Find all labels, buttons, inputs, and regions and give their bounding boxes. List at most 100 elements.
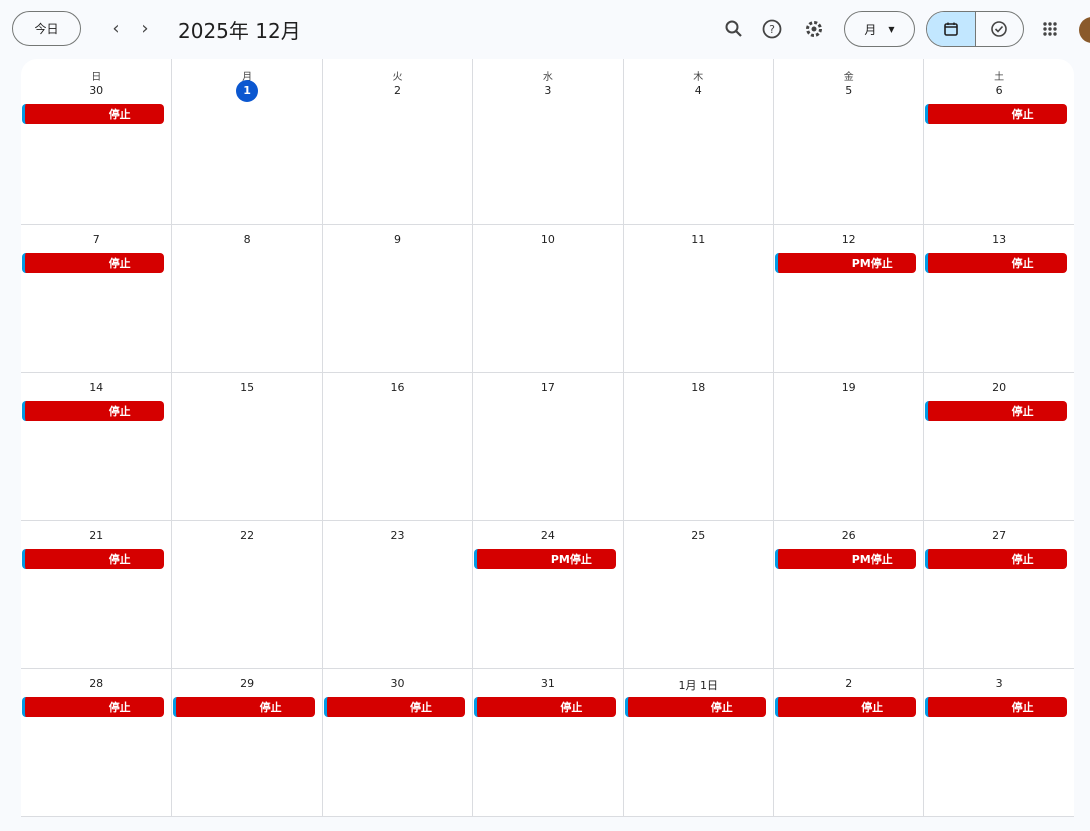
event-chip[interactable]: 停止 (925, 253, 1067, 273)
date-number[interactable]: 27 (924, 529, 1073, 542)
day-cell[interactable]: 8 (171, 225, 321, 372)
day-cell[interactable]: 24 PM停止 (472, 521, 622, 668)
tasks-icon[interactable] (976, 12, 1024, 46)
day-cell[interactable]: 10 (472, 225, 622, 372)
date-number[interactable]: 1月 1日 (624, 677, 773, 693)
day-cell[interactable]: 25 (622, 521, 773, 668)
day-cell[interactable]: 13 停止 (923, 225, 1073, 372)
event-chip[interactable]: PM停止 (474, 549, 616, 569)
day-cell[interactable]: 29 停止 (171, 669, 321, 816)
date-number[interactable]: 15 (172, 381, 321, 394)
date-number[interactable]: 2 (323, 84, 472, 97)
date-number[interactable]: 28 (21, 677, 171, 690)
date-number[interactable]: 10 (473, 233, 622, 246)
date-number[interactable]: 18 (624, 381, 773, 394)
date-number[interactable]: 26 (774, 529, 923, 542)
date-number[interactable]: 6 (924, 84, 1073, 97)
day-cell[interactable]: 22 (171, 521, 321, 668)
day-cell[interactable]: 11 (622, 225, 773, 372)
date-number[interactable]: 7 (21, 233, 171, 246)
search-icon[interactable] (722, 17, 746, 41)
avatar[interactable] (1079, 17, 1090, 43)
date-number[interactable]: 22 (172, 529, 321, 542)
day-cell[interactable]: 27 停止 (923, 521, 1073, 668)
event-chip[interactable]: 停止 (925, 697, 1067, 717)
date-number[interactable]: 29 (172, 677, 321, 690)
day-cell[interactable]: 7 停止 (21, 225, 171, 372)
day-cell[interactable]: 18 (622, 373, 773, 520)
day-cell[interactable]: 16 (321, 373, 472, 520)
day-cell[interactable]: 26 PM停止 (773, 521, 923, 668)
today-button[interactable]: 今日 (12, 11, 81, 46)
date-number[interactable]: 17 (473, 381, 622, 394)
date-number[interactable]: 16 (323, 381, 472, 394)
day-cell[interactable]: 14 停止 (21, 373, 171, 520)
event-chip[interactable]: 停止 (22, 104, 165, 124)
date-number[interactable]: 4 (624, 84, 773, 97)
date-number[interactable]: 21 (21, 529, 171, 542)
date-number[interactable]: 19 (774, 381, 923, 394)
day-cell[interactable]: 21 停止 (21, 521, 171, 668)
event-chip[interactable]: 停止 (624, 697, 766, 717)
date-number[interactable]: 31 (473, 677, 622, 690)
event-chip[interactable]: 停止 (474, 697, 616, 717)
date-number[interactable]: 3 (473, 84, 622, 97)
day-cell[interactable]: 20 停止 (923, 373, 1073, 520)
event-chip[interactable]: 停止 (173, 697, 315, 717)
date-number[interactable]: 9 (323, 233, 472, 246)
date-number[interactable]: 11 (624, 233, 773, 246)
day-cell[interactable]: 土 6 停止 (923, 59, 1073, 224)
day-cell[interactable]: 30 停止 (321, 669, 472, 816)
day-cell[interactable]: 9 (321, 225, 472, 372)
date-label: 24 (540, 529, 555, 542)
event-chip[interactable]: 停止 (323, 697, 466, 717)
event-chip[interactable]: 停止 (925, 104, 1067, 124)
date-number[interactable]: 13 (924, 233, 1073, 246)
day-cell[interactable]: 2 停止 (773, 669, 923, 816)
calendar-icon[interactable] (927, 12, 976, 46)
date-number[interactable]: 30 (21, 84, 171, 97)
date-number[interactable]: 23 (323, 529, 472, 542)
event-chip[interactable]: 停止 (925, 549, 1067, 569)
event-chip[interactable]: 停止 (22, 549, 165, 569)
event-chip[interactable]: 停止 (22, 253, 165, 273)
chevron-left-icon[interactable]: ‹ (112, 18, 120, 39)
gear-icon[interactable] (802, 17, 826, 41)
day-cell[interactable]: 19 (773, 373, 923, 520)
date-number[interactable]: 20 (924, 381, 1073, 394)
event-chip[interactable]: 停止 (925, 401, 1067, 421)
day-cell[interactable]: 23 (321, 521, 472, 668)
date-number[interactable]: 5 (774, 84, 923, 97)
day-cell[interactable]: 31 停止 (472, 669, 622, 816)
view-select[interactable]: 月 ▼ (844, 11, 915, 47)
date-number[interactable]: 2 (774, 677, 923, 690)
chevron-right-icon[interactable]: › (141, 18, 149, 39)
date-number[interactable]: 25 (624, 529, 773, 542)
help-icon[interactable]: ? (760, 17, 784, 41)
date-number[interactable]: 8 (172, 233, 321, 246)
event-chip[interactable]: 停止 (22, 697, 165, 717)
day-cell[interactable]: 15 (171, 373, 321, 520)
day-cell[interactable]: 1月 1日停止 (622, 669, 773, 816)
day-cell[interactable]: 3 停止 (923, 669, 1073, 816)
date-number[interactable]: 14 (21, 381, 171, 394)
day-cell[interactable]: 日 30 停止 (21, 59, 171, 224)
day-cell[interactable]: 12 PM停止 (773, 225, 923, 372)
today-date-number[interactable]: 1 (172, 80, 321, 102)
apps-grid-icon[interactable] (1038, 17, 1062, 41)
date-number[interactable]: 12 (774, 233, 923, 246)
event-chip[interactable]: 停止 (775, 697, 917, 717)
day-cell[interactable]: 17 (472, 373, 622, 520)
date-number[interactable]: 3 (924, 677, 1073, 690)
date-number[interactable]: 24 (473, 529, 622, 542)
event-chip[interactable]: PM停止 (775, 549, 917, 569)
event-chip[interactable]: PM停止 (775, 253, 917, 273)
date-number[interactable]: 30 (323, 677, 472, 690)
day-cell[interactable]: 28 停止 (21, 669, 171, 816)
event-chip[interactable]: 停止 (22, 401, 165, 421)
